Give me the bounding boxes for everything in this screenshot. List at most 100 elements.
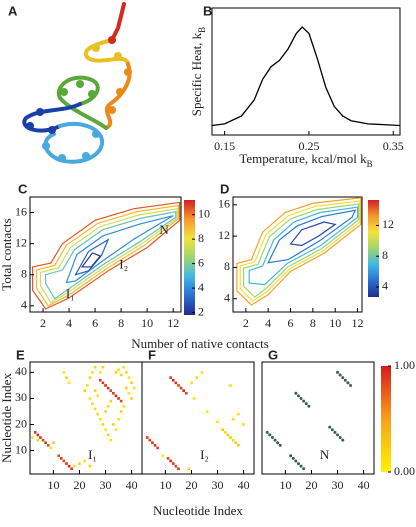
contact	[62, 459, 66, 463]
contact	[99, 378, 102, 382]
contact	[299, 464, 303, 468]
axes-frame	[141, 361, 255, 475]
contact	[148, 438, 152, 442]
x-tick-label: 20	[305, 478, 317, 492]
contact	[242, 423, 245, 426]
contact	[336, 433, 340, 437]
x-tick-label: 0.25	[298, 139, 319, 153]
colorbar-label: 6	[198, 255, 204, 269]
x-tick-label: 0.35	[383, 139, 404, 153]
colorbar	[184, 200, 195, 315]
colorbar	[368, 200, 379, 297]
panel-label: B	[203, 3, 212, 18]
contact	[106, 433, 110, 437]
contact	[132, 386, 136, 390]
x-tick-label: 4	[265, 316, 271, 330]
x-tick-label: 20	[185, 478, 197, 492]
axes-frame	[29, 196, 182, 313]
contact	[101, 365, 105, 369]
contour	[74, 238, 110, 276]
annotation: I₂	[119, 256, 128, 271]
contact	[156, 446, 159, 450]
y-tick-label: 12	[15, 235, 27, 249]
y-tick-label: 40	[15, 364, 27, 378]
colorbar-label: 12	[382, 217, 394, 231]
contact	[338, 436, 342, 440]
contact	[72, 464, 76, 468]
contact	[307, 404, 311, 408]
contour	[248, 206, 359, 286]
y-axis-label-sub: B	[197, 27, 207, 33]
contact	[289, 454, 293, 458]
contact	[119, 373, 123, 377]
contact	[190, 381, 193, 385]
contact	[231, 438, 235, 442]
contact	[117, 397, 120, 400]
y-tick-label: 8	[224, 259, 230, 273]
contact	[106, 404, 110, 408]
y-axis-label: Nucleotide Index	[0, 373, 14, 463]
y-tick-label: 8	[21, 266, 27, 280]
contour	[39, 207, 178, 304]
contact	[46, 444, 50, 447]
contact	[130, 381, 133, 385]
colorbar-label: 2	[198, 304, 204, 318]
contour	[267, 209, 357, 264]
x-tick-label: 4	[66, 316, 72, 330]
x-axis-label: Number of native contacts	[131, 336, 269, 351]
x-tick-label: 6	[92, 316, 98, 330]
contact	[234, 441, 238, 445]
contact	[127, 391, 131, 395]
annotation: I₂	[200, 447, 209, 462]
contact	[78, 462, 81, 465]
y-axis-label-main: Specific Heat, k	[189, 32, 204, 116]
axes-frame	[29, 361, 143, 475]
contact	[33, 431, 37, 434]
colorbar-label: 4	[198, 280, 204, 294]
contact	[49, 446, 53, 450]
contact	[122, 404, 126, 408]
contact	[221, 428, 225, 432]
x-tick-label: 10	[141, 316, 153, 330]
contact	[88, 376, 92, 379]
contact	[177, 384, 180, 387]
contour	[289, 221, 337, 247]
contact	[299, 396, 303, 400]
contact	[341, 438, 345, 442]
x-tick-label: 8	[118, 316, 124, 330]
contact	[114, 371, 118, 374]
contact	[44, 441, 47, 445]
axes-frame	[261, 361, 375, 475]
contact	[67, 464, 71, 468]
contact	[166, 457, 170, 460]
y-axis-label: Total contacts	[0, 218, 14, 290]
contact	[294, 391, 298, 395]
x-tick-label: 30	[100, 478, 112, 492]
contact	[114, 394, 118, 398]
contact	[67, 381, 71, 385]
panel-label: A	[8, 3, 18, 18]
contact	[96, 412, 100, 416]
contact	[276, 441, 280, 445]
contact	[127, 376, 131, 379]
contact	[101, 423, 105, 426]
contact	[125, 371, 128, 374]
contact	[57, 454, 60, 458]
contact	[179, 386, 183, 390]
x-tick-label: 12	[352, 316, 364, 330]
contact	[341, 376, 345, 380]
contact	[104, 410, 107, 413]
contact	[343, 378, 347, 382]
x-axis-label: Temperature, kcal/mol kB	[239, 151, 372, 169]
panel-label: C	[18, 181, 28, 196]
protein-structure	[22, 2, 132, 164]
y-tick-label: 16	[15, 204, 27, 218]
colorbar-label: 0.00	[394, 464, 415, 478]
contact	[174, 381, 178, 385]
contact	[171, 462, 175, 465]
contact	[330, 428, 334, 432]
x-tick-label: 10	[329, 316, 341, 330]
contact	[171, 378, 175, 382]
axes-frame	[232, 196, 363, 313]
